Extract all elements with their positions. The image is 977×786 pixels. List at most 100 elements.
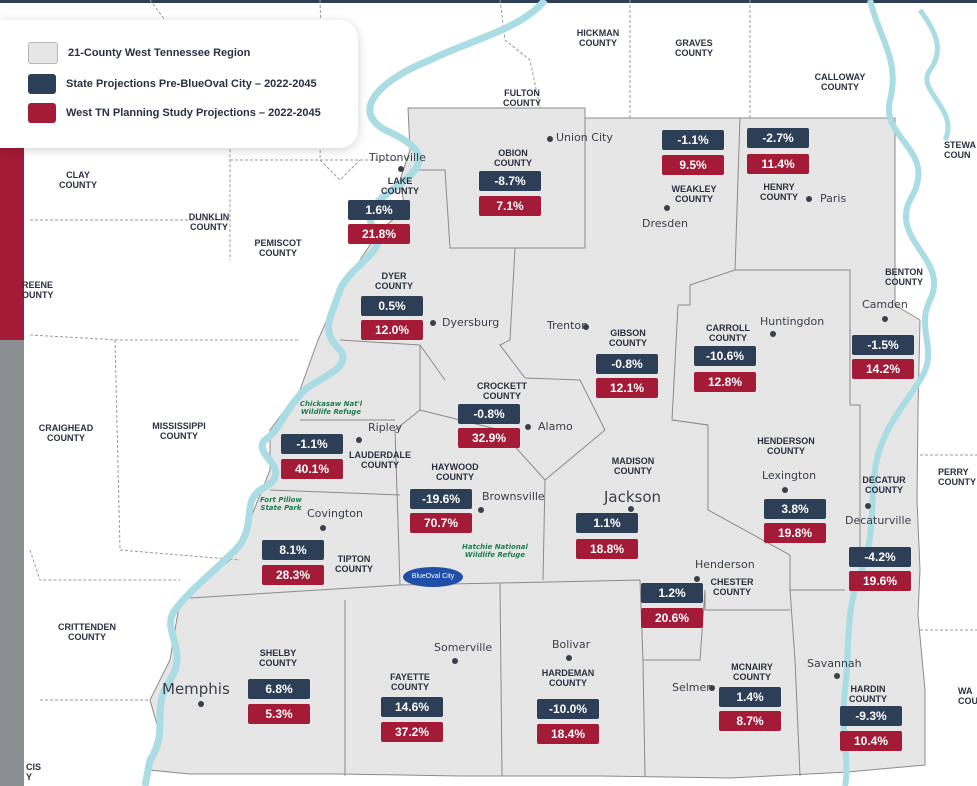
county-label-calloway: CALLOWAY COUNTY — [814, 72, 866, 92]
county-label-haywood: HAYWOOD COUNTY — [431, 462, 479, 482]
legend-row-study: West TN Planning Study Projections – 202… — [28, 102, 321, 124]
county-label-obion: OBION COUNTY — [494, 148, 532, 168]
city-dyersburg: Dyersburg — [442, 316, 500, 329]
county-label-henry: HENRY COUNTY — [760, 182, 798, 202]
badge-study-hardeman: 18.4% — [537, 724, 599, 744]
city-savannah: Savannah — [807, 657, 862, 670]
city-memphis: Memphis — [162, 680, 230, 698]
badge-state-tipton: 8.1% — [262, 540, 324, 560]
badge-state-carroll: -10.6% — [694, 346, 756, 366]
badge-state-decatur: -4.2% — [849, 547, 911, 567]
legend-swatch-region — [28, 42, 58, 64]
badge-study-fayette: 37.2% — [381, 722, 443, 742]
legend: 21-County West Tennessee Region State Pr… — [0, 20, 358, 148]
badge-study-obion: 7.1% — [479, 196, 541, 216]
badge-study-crockett: 32.9% — [458, 428, 520, 448]
legend-row-state: State Projections Pre-BlueOval City – 20… — [28, 73, 317, 95]
city-henderson: Henderson — [695, 558, 755, 571]
county-label-fayette: FAYETTE COUNTY — [390, 672, 430, 692]
refuge-chickasaw: Chickasaw Nat'l Wildlife Refuge — [299, 400, 363, 416]
legend-row-region: 21-County West Tennessee Region — [28, 42, 250, 64]
county-label-pemiscot: PEMISCOT COUNTY — [254, 238, 302, 258]
city-dot-decaturville — [865, 503, 871, 509]
city-selmer: Selmer — [672, 681, 711, 694]
city-dot-tiptonville — [398, 166, 404, 172]
county-label-hickman: HICKMAN COUNTY — [576, 28, 620, 48]
city-union-city: Union City — [556, 131, 613, 144]
county-label-graves: GRAVES COUNTY — [675, 38, 713, 58]
badge-state-gibson: -0.8% — [596, 354, 658, 374]
county-label-carroll: CARROLL COUNTY — [706, 323, 750, 343]
county-label-decatur: DECATUR COUNTY — [862, 475, 906, 495]
county-label-chester: CHESTER COUNTY — [710, 577, 754, 597]
county-label-gibson: GIBSON COUNTY — [609, 328, 647, 348]
blueoval-city-logo: BlueOval City — [403, 567, 463, 587]
city-dot-camden — [882, 316, 888, 322]
legend-swatch-study — [28, 103, 56, 123]
city-lexington: Lexington — [762, 469, 817, 482]
county-label-desoto: CIS Y — [26, 762, 42, 782]
badge-state-mcnairy: 1.4% — [719, 687, 781, 707]
city-dot-somerville — [452, 658, 458, 664]
badge-state-lauderdale: -1.1% — [281, 434, 343, 454]
city-somerville: Somerville — [434, 641, 493, 654]
city-dot-savannah — [834, 673, 840, 679]
badge-state-weakley: -1.1% — [662, 130, 724, 150]
tennessee-river — [840, 0, 938, 786]
city-dot-lexington — [782, 487, 788, 493]
side-accent-grey — [0, 340, 24, 786]
county-label-fulton: FULTON COUNTY — [503, 88, 541, 108]
badge-study-gibson: 12.1% — [596, 378, 658, 398]
badge-study-dyer: 12.0% — [361, 320, 423, 340]
city-dot-memphis — [198, 701, 204, 707]
badge-study-madison: 18.8% — [576, 539, 638, 559]
city-dot-henderson — [694, 576, 700, 582]
badge-study-lake: 21.8% — [348, 224, 410, 244]
legend-swatch-state — [28, 74, 56, 94]
county-label-henderson: HENDERSON COUNTY — [757, 436, 815, 456]
county-label-wayne: WA COU — [958, 686, 977, 706]
city-trenton: Trenton — [547, 319, 589, 332]
badge-state-hardeman: -10.0% — [537, 699, 599, 719]
city-covington: Covington — [307, 507, 363, 520]
city-dot-bolivar — [566, 655, 572, 661]
city-dot-brownsville — [478, 507, 484, 513]
badge-study-decatur: 19.6% — [849, 571, 911, 591]
badge-study-benton: 14.2% — [852, 359, 914, 379]
badge-state-dyer: 0.5% — [361, 296, 423, 316]
city-brownsville: Brownsville — [482, 490, 545, 503]
city-dot-trenton — [583, 324, 589, 330]
badge-state-lake: 1.6% — [348, 200, 410, 220]
badge-state-henderson: 3.8% — [764, 499, 826, 519]
county-label-greene: REENE OUNTY — [22, 280, 54, 300]
badge-study-lauderdale: 40.1% — [281, 459, 343, 479]
mississippi-river — [141, 0, 548, 786]
side-accent-red — [0, 148, 24, 340]
badge-study-tipton: 28.3% — [262, 565, 324, 585]
badge-state-benton: -1.5% — [852, 335, 914, 355]
legend-label-state: State Projections Pre-BlueOval City – 20… — [66, 78, 317, 90]
refuge-hatchie: Hatchie National Wildlife Refuge — [462, 543, 528, 559]
badge-study-shelby: 5.3% — [248, 704, 310, 724]
city-bolivar: Bolivar — [552, 638, 591, 651]
county-label-shelby: SHELBY COUNTY — [259, 648, 297, 668]
refuge-fort-pillow: Fort Pillow State Park — [260, 496, 302, 512]
legend-label-study: West TN Planning Study Projections – 202… — [66, 107, 321, 119]
badge-study-carroll: 12.8% — [694, 372, 756, 392]
city-jackson: Jackson — [604, 488, 662, 506]
badge-study-mcnairy: 8.7% — [719, 711, 781, 731]
city-dot-union-city — [547, 136, 553, 142]
city-huntingdon: Huntingdon — [760, 315, 825, 328]
badge-state-haywood: -19.6% — [410, 489, 472, 509]
badge-study-chester: 20.6% — [641, 608, 703, 628]
county-label-benton: BENTON COUNTY — [885, 267, 923, 287]
county-label-hardeman: HARDEMAN COUNTY — [541, 668, 595, 688]
city-paris: Paris — [820, 192, 847, 205]
badge-state-crockett: -0.8% — [458, 404, 520, 424]
city-ripley: Ripley — [368, 421, 403, 434]
county-label-dunklin: DUNKLIN COUNTY — [188, 212, 230, 232]
county-label-weakley: WEAKLEY COUNTY — [671, 184, 717, 204]
county-label-crockett: CROCKETT COUNTY — [477, 381, 527, 401]
